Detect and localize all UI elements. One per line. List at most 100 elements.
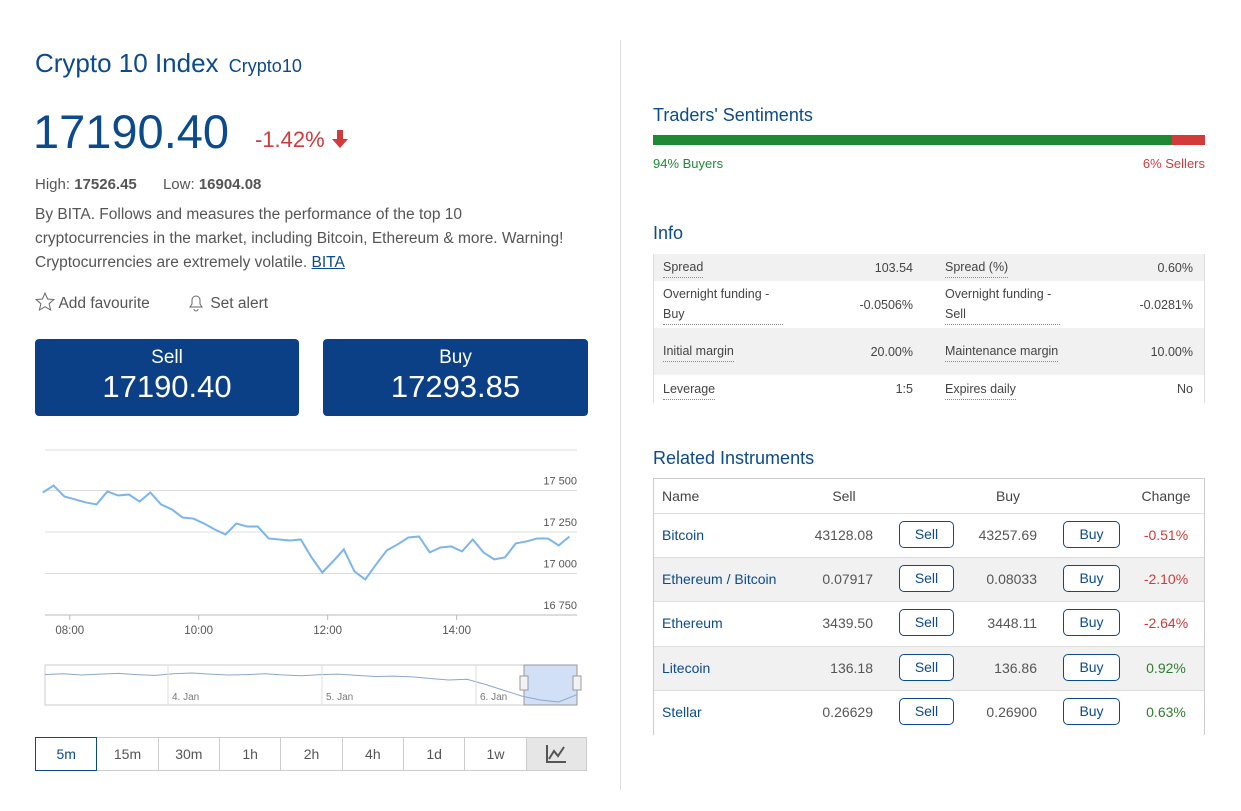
info-row [653,328,1205,375]
row-buy-button[interactable]: Buy [1063,609,1120,637]
info-label-text: Overnight funding - Buy [663,284,783,325]
x-tick-label: 12:00 [313,625,342,637]
row-sell-button[interactable]: Sell [899,565,954,593]
sell-label: Sell [151,347,183,368]
description-text: By BITA. Follows and measures the perfor… [35,206,564,271]
info-value: -0.0281% [1139,297,1193,312]
set-alert-label: Set alert [210,295,269,312]
buy-price: 0.26900 [986,703,1037,720]
timeframe-button[interactable]: 1d [403,737,466,771]
info-value: 0.60% [1157,260,1193,275]
timeframe-button[interactable]: 2h [280,737,343,771]
column-header: Buy [995,488,1021,504]
chart-type-button[interactable] [525,737,587,771]
info-value: No [1177,382,1193,396]
instrument-name[interactable]: Ethereum [662,615,723,632]
info-label-text: Spread [663,257,704,278]
high-value: 17526.45 [74,176,137,193]
buy-price: 43257.69 [978,527,1037,543]
bita-link[interactable]: BITA [311,254,345,271]
info-title: Info [653,223,684,243]
sentiment-bar [653,135,1205,145]
bell-icon [189,295,203,312]
column-header: Change [1141,488,1191,504]
buy-price: 17293.85 [390,369,521,404]
y-tick-label: 16 750 [543,600,577,612]
sell-price: 136.18 [830,659,873,676]
info-label-text: Overnight funding - Sell [945,284,1060,325]
add-favourite[interactable]: Add favourite [34,291,150,313]
change: -2.10% [1143,571,1189,588]
timeframe-button[interactable]: 4h [341,737,404,771]
row-buy-button[interactable]: Buy [1063,653,1120,681]
high-low: High: 17526.45 Low: 16904.08 [35,176,261,193]
price-change: -1.42% [255,127,349,153]
navigator-line [44,672,578,703]
change: 0.63% [1146,703,1186,720]
row-sell-button[interactable]: Sell [899,653,954,681]
info-row [653,254,1205,281]
row-buy-button[interactable]: Buy [1063,521,1120,548]
price-line [42,484,571,581]
timeframe-button[interactable]: 5m [35,737,98,771]
info-value: 103.54 [874,260,913,275]
timeframe-button[interactable]: 15m [96,737,159,771]
sentiment-title: Traders' Sentiments [653,105,813,125]
sellers-bar [1171,135,1205,145]
timeframe-button[interactable]: 1w [464,737,527,771]
sell-price: 0.26629 [822,703,873,720]
instrument-name[interactable]: Ethereum / Bitcoin [662,571,777,588]
x-tick-label: 08:00 [55,625,84,637]
row-buy-button[interactable]: Buy [1063,565,1120,593]
change-text: -1.42% [255,127,325,152]
row-sell-button[interactable]: Sell [899,697,954,725]
info-label: Overnight funding - Sell [945,281,1060,328]
set-alert[interactable]: Set alert [186,292,268,313]
description: By BITA. Follows and measures the perfor… [35,203,580,275]
low-value: 16904.08 [198,176,262,193]
navigator-handle [572,675,582,691]
row-sell-button[interactable]: Sell [899,521,954,548]
instrument-name[interactable]: Bitcoin [662,527,705,543]
chart-icon [546,745,567,763]
info-value: 1:5 [895,382,913,396]
row-buy-button[interactable]: Buy [1063,697,1120,725]
buy-label: Buy [439,347,472,368]
related-table: Name Sell Buy Change Bitcoin 43128.08 Sell 4325… [653,478,1205,735]
sell-price: 0.07917 [822,571,873,588]
divider [620,40,621,790]
info-label: Spread [663,254,783,281]
info-label-text: Leverage [663,379,716,400]
add-favourite-label: Add favourite [58,295,150,312]
price-chart: 16 750 17 000 17 250 17 500 08:00 10:00 12:00 1… [42,449,582,706]
change: 0.92% [1146,659,1186,676]
low-label: Low: [162,176,195,193]
instrument-title: Crypto 10 Index [35,48,219,78]
sell-price: 43128.08 [814,527,873,543]
x-tick-label: 10:00 [184,625,213,637]
column-header: Sell [832,488,856,504]
change: -0.51% [1143,527,1189,543]
sell-price: 3439.50 [822,615,873,632]
timeframe-button[interactable]: 30m [157,737,220,771]
info-value: -0.0506% [859,297,913,312]
info-label-text: Spread (%) [945,257,1009,278]
info-label-text: Expires daily [945,379,1016,400]
row-sell-button[interactable]: Sell [899,609,954,637]
sell-button[interactable]: Sell 17190.40 [35,339,299,416]
star-icon [34,291,56,312]
info-label: Maintenance margin [945,328,1060,375]
buy-button[interactable]: Buy 17293.85 [323,339,588,416]
info-edge [653,254,654,403]
instrument-name[interactable]: Stellar [662,703,702,720]
sellers-label: 6% Sellers [1142,156,1205,171]
timeframe-button[interactable]: 1h [219,737,282,771]
navigator-label: 5. Jan [326,692,353,703]
info-value: 10.00% [1150,344,1193,359]
buyers-bar [653,135,1172,145]
navigator-label: 6. Jan [480,692,507,703]
navigator-handle [519,675,529,691]
info-value: 20.00% [870,344,913,359]
instrument-name[interactable]: Litecoin [662,659,711,676]
navigator-label: 4. Jan [172,692,199,703]
